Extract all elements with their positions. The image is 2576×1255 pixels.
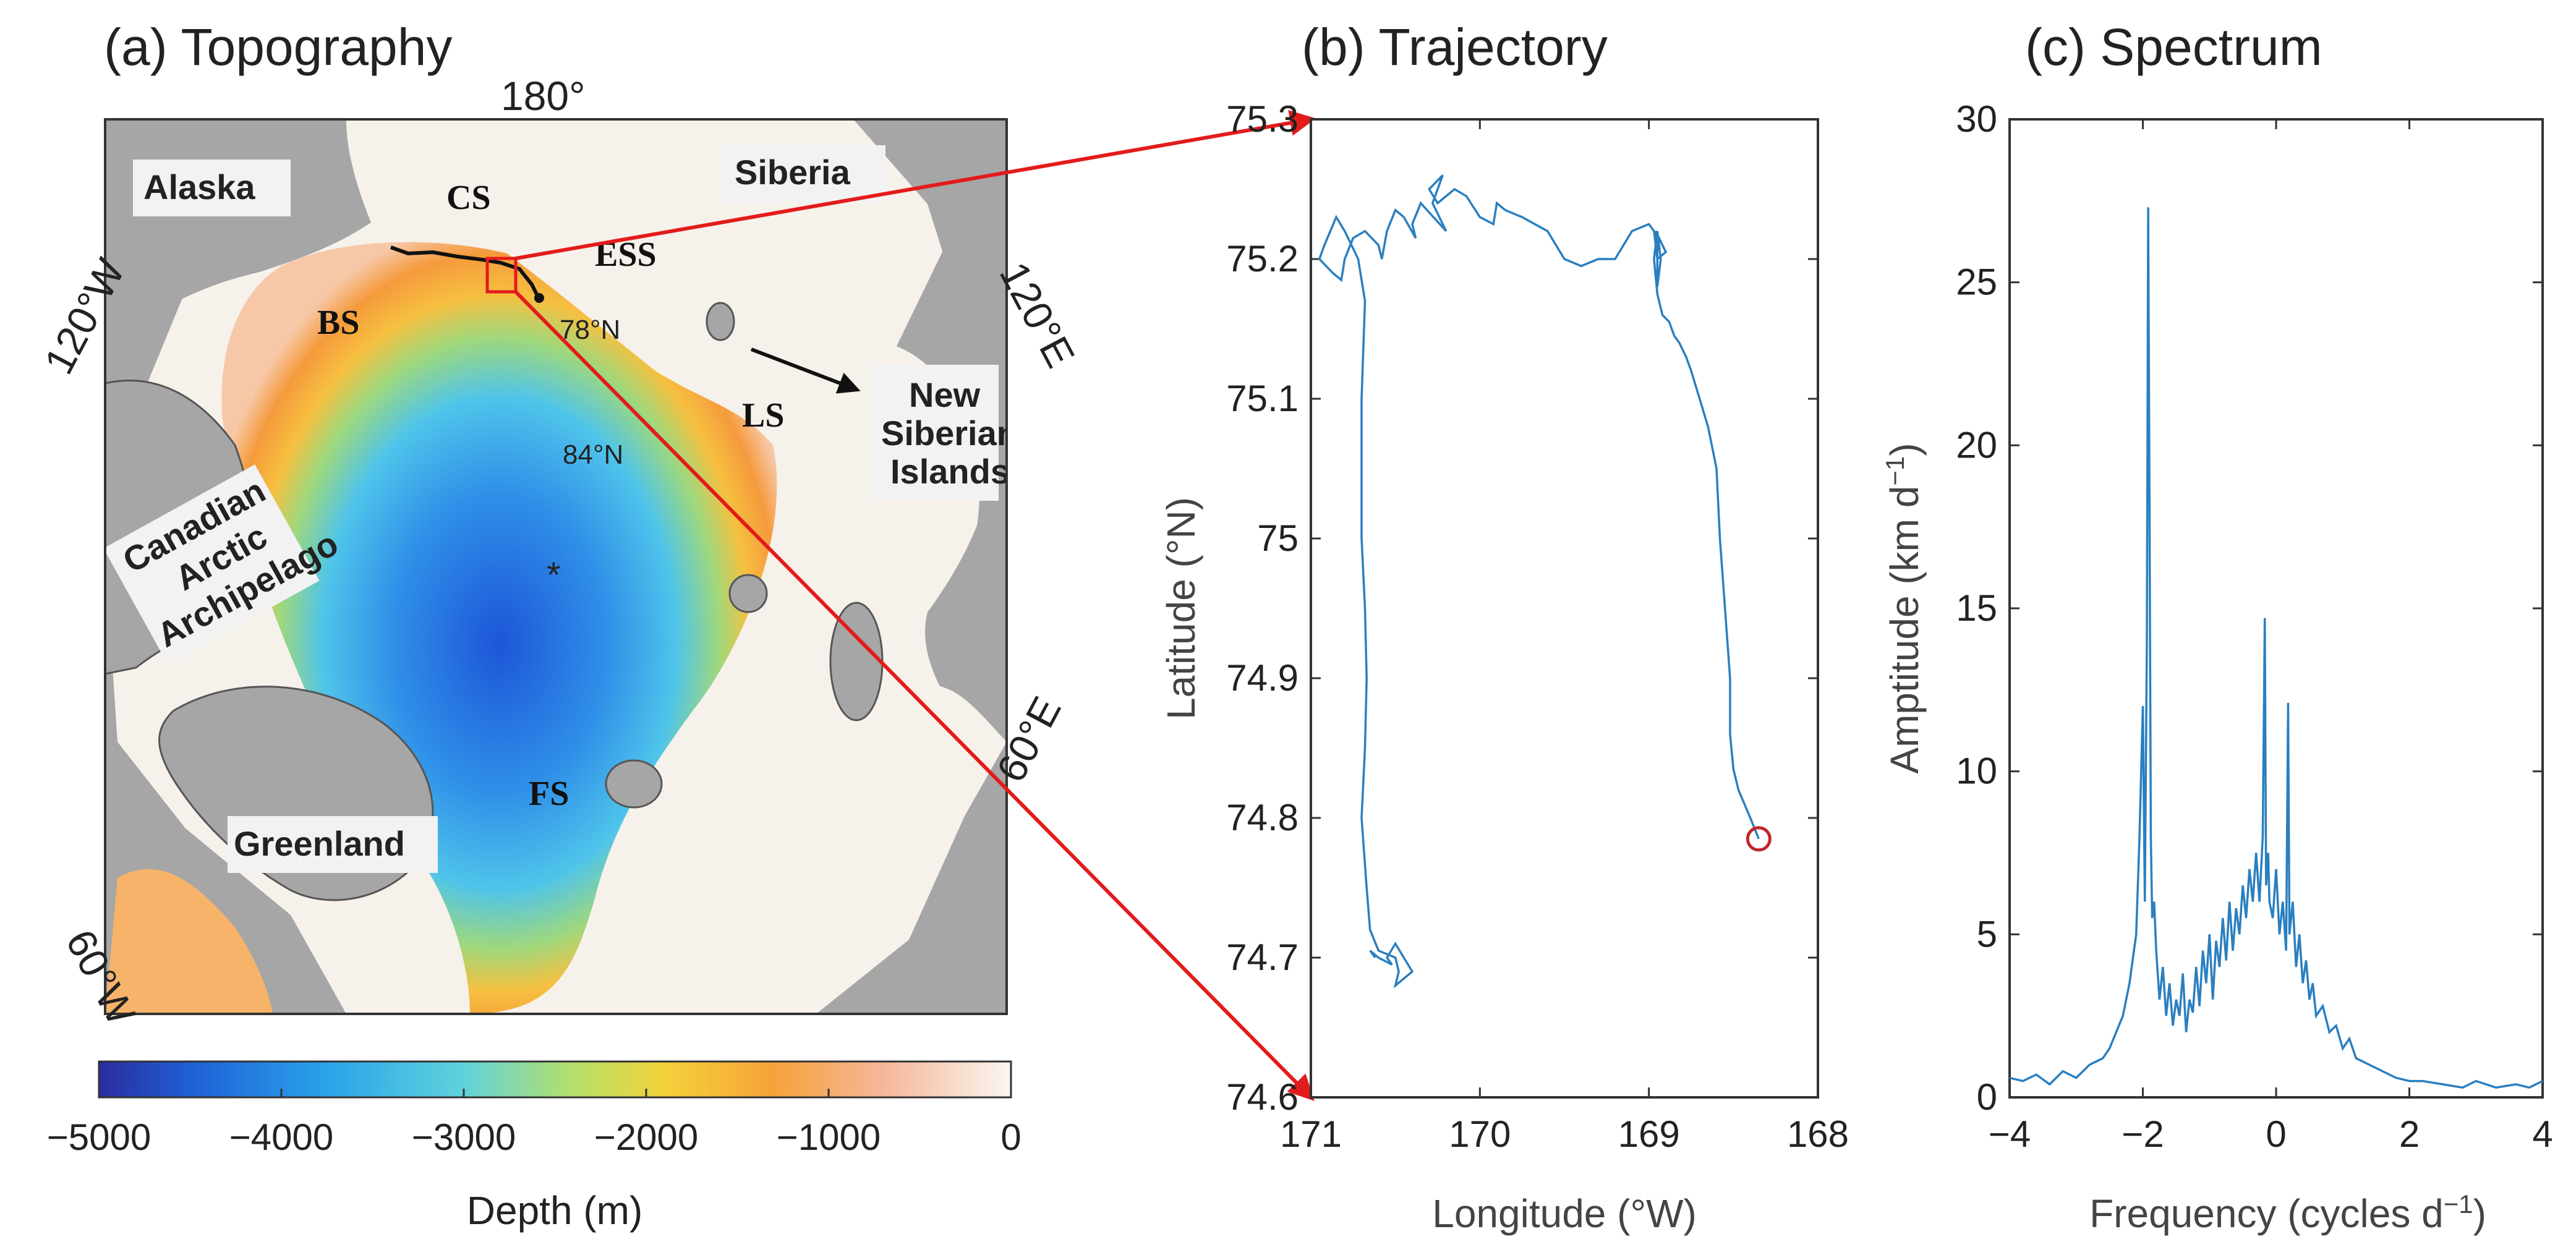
colorbar-tick-label: −4000 [229, 1117, 334, 1158]
map-basin-region [221, 242, 777, 1014]
y-tick-label: 5 [1977, 913, 1997, 955]
x-tick-label: −2 [2122, 1113, 2164, 1155]
x-tick-label: 171 [1280, 1113, 1342, 1155]
label-bs: BS [317, 304, 360, 342]
panel-a: (a) Topography [35, 18, 1084, 1233]
colorbar-ticks: −5000 −4000 −3000 −2000 −1000 0 [47, 1089, 1021, 1158]
map-island [706, 302, 735, 341]
label-box-greenland [228, 816, 438, 873]
y-tick-label: 30 [1956, 98, 1997, 140]
y-tick-label: 74.7 [1226, 937, 1299, 978]
label-siberia: Siberia [735, 153, 851, 192]
panel-c-ticks: −4 −2 0 2 4 0 5 10 15 20 25 30 [1956, 98, 2553, 1155]
map-atlantic-region [105, 869, 272, 1014]
y-tick-label: 74.8 [1226, 797, 1299, 838]
panel-c-axes [2008, 118, 2544, 1099]
y-tick-label: 74.9 [1226, 657, 1299, 699]
x-tick-label: 4 [2532, 1113, 2553, 1155]
y-tick-label: 75 [1257, 517, 1299, 559]
label-ls: LS [742, 396, 785, 435]
colorbar-tick-label: −2000 [594, 1117, 699, 1158]
map: Alaska Siberia Greenland Canadian Arctic… [105, 119, 1018, 1014]
trajectory-end-marker [1746, 826, 1772, 852]
x-tick-label: 2 [2399, 1113, 2420, 1155]
x-tick-label: 168 [1787, 1113, 1849, 1155]
panel-c-ylabel: Amptitude (km d−1) [1880, 443, 1927, 773]
connector-arrow-bottom [514, 290, 1315, 1101]
label-box-alaska [133, 160, 291, 216]
panel-a-title: (a) Topography [104, 18, 452, 76]
trajectory-line [1318, 174, 1760, 989]
label-siberian: Siberian [881, 414, 1018, 453]
panel-b-ticks: 171 170 169 168 74.6 74.7 74.8 74.9 75 75.1 75.2 75… [1226, 98, 1849, 1155]
label-lat-84: 84°N [563, 440, 623, 470]
spectrum-line [2009, 207, 2543, 1089]
connector-arrow-top [515, 110, 1316, 260]
panel-b-title: (b) Trajectory [1302, 18, 1608, 76]
panel-b-axes [1310, 118, 1819, 1099]
map-study-box [485, 257, 518, 294]
label-islands: Islands [890, 452, 1010, 491]
label-box-new-siberian [869, 365, 999, 501]
label-box-siberia [719, 145, 885, 202]
label-greenland: Greenland [234, 824, 405, 863]
label-alaska: Alaska [143, 168, 255, 206]
panel-c-title: (c) Spectrum [2025, 18, 2322, 76]
label-new: New [909, 375, 981, 414]
panel-b-xlabel: Longitude (°W) [1432, 1191, 1697, 1236]
x-tick-label: 170 [1449, 1113, 1511, 1155]
map-siberia-land [897, 119, 1007, 742]
map-island [605, 759, 663, 809]
y-tick-label: 75.2 [1226, 238, 1299, 279]
y-tick-label: 25 [1956, 262, 1997, 303]
panel-c-xlabel: Frequency (cycles d−1) [2089, 1189, 2486, 1236]
colorbar-label: Depth (m) [467, 1188, 643, 1233]
label-lon-180: 180° [501, 73, 586, 119]
y-tick-label: 10 [1956, 751, 1997, 792]
label-lat-78: 78°N [560, 315, 620, 345]
colorbar-tick-label: −5000 [47, 1117, 151, 1158]
map-pointer-arrow [750, 347, 861, 394]
y-tick-label: 15 [1956, 587, 1997, 629]
map-drift-end [534, 293, 544, 303]
map-frame [104, 118, 1008, 1015]
y-tick-label: 0 [1977, 1076, 1997, 1118]
y-tick-label: 20 [1956, 424, 1997, 466]
colorbar-tick-label: 0 [1000, 1117, 1021, 1158]
colorbar-tick-label: −3000 [412, 1117, 516, 1158]
label-cs: CS [446, 179, 491, 217]
x-tick-label: 169 [1618, 1113, 1680, 1155]
map-island [728, 574, 768, 613]
y-tick-label: 74.6 [1226, 1076, 1299, 1118]
x-tick-label: −4 [1989, 1113, 2031, 1155]
label-fs: FS [529, 775, 569, 813]
colorbar [98, 1060, 1012, 1099]
map-drift-track [390, 245, 540, 298]
panel-c: (c) Spectrum −4 −2 0 2 4 0 5 10 15 20 25 30 Frequen… [1880, 18, 2553, 1236]
y-tick-label: 75.1 [1226, 378, 1299, 419]
y-tick-label: 75.3 [1226, 98, 1299, 140]
panel-b-ylabel: Latitude (°N) [1159, 497, 1203, 720]
colorbar-tick-label: −1000 [777, 1117, 881, 1158]
x-tick-label: 0 [2266, 1113, 2286, 1155]
station-marker: * [547, 555, 561, 595]
panel-b: (b) Trajectory 171 170 169 168 74.6 74.7 74.8 7… [1159, 18, 1849, 1236]
